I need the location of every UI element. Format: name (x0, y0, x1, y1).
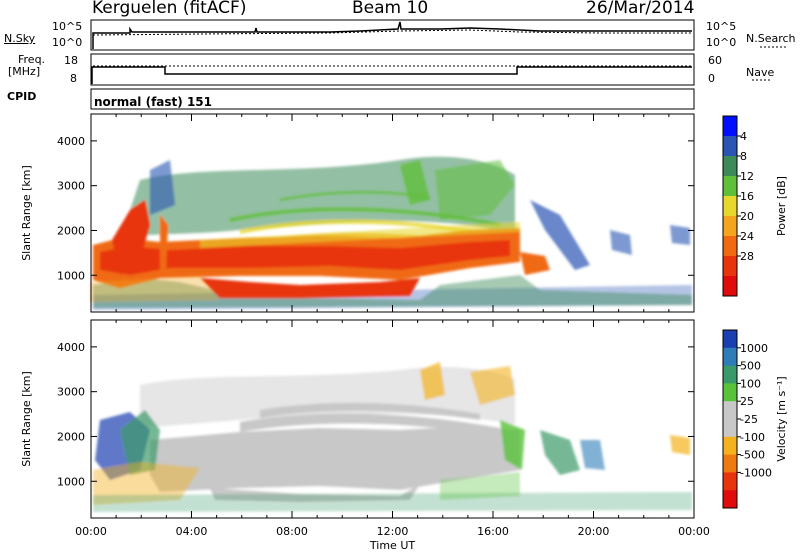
chart-axes: 1000 2000 3000 4000 Slant Range [km] 1000 2000… (20, 114, 710, 552)
colorbar-swatch (723, 419, 737, 438)
power-panel (90, 113, 695, 313)
colorbar-swatch (723, 490, 737, 509)
date-title: 26/Mar/2014 (586, 0, 695, 18)
x-tick-label: 16:00 (477, 525, 509, 538)
y-tick-label: 3000 (57, 386, 85, 399)
nsearch-top-tick: 10^5 (706, 20, 737, 33)
y-axis-label: Slant Range [km] (20, 371, 33, 467)
colorbar-tick-label: 8 (740, 150, 747, 163)
y-tick-label: 4000 (57, 341, 85, 354)
cpid-value: normal (fast) 151 (94, 95, 212, 109)
colorbar-tick-label: -500 (740, 449, 765, 462)
nsky-bottom-tick: 10^0 (52, 36, 83, 49)
nsky-panel (90, 19, 695, 51)
y-axis-label: Slant Range [km] (20, 165, 33, 261)
x-tick-label: 04:00 (176, 525, 208, 538)
colorbar-swatch (723, 176, 737, 197)
colorbar-swatch (723, 216, 737, 237)
colorbar-swatch (723, 472, 737, 491)
colorbar-swatch (723, 436, 737, 456)
colorbar-tick-label: 500 (740, 360, 761, 373)
x-axis-label: Time UT (369, 539, 415, 552)
colorbar-tick-label: 100 (740, 377, 761, 390)
nsearch-bottom-tick: 10^0 (706, 36, 737, 49)
colorbar-swatch (723, 347, 737, 367)
colorbar-frame (722, 115, 738, 297)
colorbar-tick-label: 4 (740, 130, 747, 143)
velocity-panel (90, 319, 695, 519)
colorbars: 4 8 12 16 20 24 28 Power [dB] 1000 500 100 25 -25 -10… (722, 115, 788, 509)
colorbar-swatch (723, 256, 737, 277)
y-tick-label: 3000 (57, 180, 85, 193)
x-tick-label: 12:00 (377, 525, 409, 538)
power-heatmap (90, 156, 692, 310)
colorbar-tick-label: 25 (740, 395, 754, 408)
x-tick-label: 00:00 (75, 525, 107, 538)
y-tick-label: 1000 (57, 269, 85, 282)
x-tick-label: 00:00 (678, 525, 710, 538)
nave-label: Nave (746, 66, 775, 79)
colorbar-swatch (723, 196, 737, 217)
y-tick-label: 2000 (57, 430, 85, 443)
colorbar-swatch (723, 401, 737, 420)
x-tick-label: 08:00 (276, 525, 308, 538)
colorbar-swatch (723, 236, 737, 257)
freq-top-tick: 18 (64, 54, 78, 67)
freq-label-line1: Freq. (18, 53, 46, 66)
colorbar-swatch (723, 136, 737, 157)
colorbar-swatch (723, 330, 737, 349)
x-tick-label: 20:00 (578, 525, 610, 538)
colorbar-tick-label: -100 (740, 431, 765, 444)
colorbar-tick-label: -25 (740, 413, 758, 426)
cpid-label: CPID (7, 90, 37, 103)
beam-title: Beam 10 (352, 0, 429, 18)
y-tick-label: 4000 (57, 135, 85, 148)
colorbar-swatch (723, 156, 737, 177)
colorbar-tick-label: 16 (740, 190, 754, 203)
colorbar-swatch (723, 116, 737, 137)
colorbar-label: Velocity [m s⁻¹] (775, 376, 788, 461)
colorbar-tick-label: 24 (740, 230, 754, 243)
freq-trace (91, 66, 692, 84)
colorbar-swatch (723, 276, 737, 297)
cpid-panel (90, 88, 695, 110)
freq-bottom-tick: 8 (70, 72, 77, 85)
freq-panel (90, 53, 695, 86)
colorbar-tick-label: 1000 (740, 342, 768, 355)
colorbar-swatch (723, 383, 737, 402)
colorbar-swatch (723, 454, 737, 473)
nsearch-label: N.Search (746, 32, 796, 45)
colorbar-tick-label: 28 (740, 250, 754, 263)
velocity-heatmap (93, 362, 692, 512)
nsearch-trace (92, 29, 692, 36)
freq-label-line2: [MHz] (8, 65, 41, 78)
y-tick-label: 2000 (57, 224, 85, 237)
nsky-top-tick: 10^5 (52, 20, 83, 33)
nave-top-tick: 60 (708, 54, 722, 67)
y-tick-label: 1000 (57, 475, 85, 488)
colorbar-swatch (723, 365, 737, 384)
station-title: Kerguelen (fitACF) (92, 0, 247, 18)
nsky-label: N.Sky (4, 32, 36, 45)
colorbar-tick-label: -1000 (740, 466, 772, 479)
colorbar-label: Power [dB] (775, 176, 788, 236)
colorbar-tick-label: 20 (740, 210, 754, 223)
colorbar-tick-label: 12 (740, 170, 754, 183)
nsky-trace (92, 21, 692, 49)
nave-bottom-tick: 0 (708, 72, 715, 85)
